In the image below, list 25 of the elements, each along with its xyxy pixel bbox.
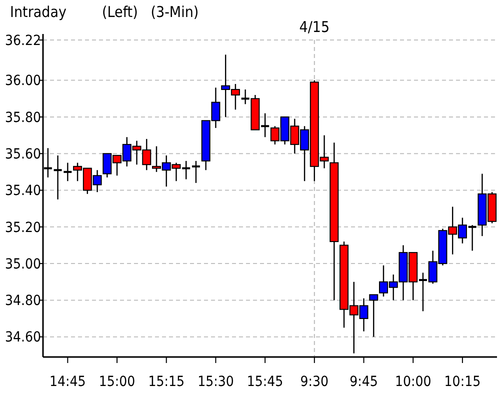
ref-line-label: 4/15: [299, 18, 330, 36]
y-tick-label: 36.00: [4, 73, 41, 90]
y-tick-label: 35.60: [4, 146, 41, 163]
x-tick-label: 15:15: [148, 374, 185, 390]
y-tick-label: 34.60: [4, 330, 41, 346]
x-tick-label: 14:45: [50, 374, 86, 390]
chart-title: Intraday: [10, 3, 66, 21]
x-tick-label: 10:15: [444, 374, 481, 390]
x-tick-label: 10:00: [394, 374, 432, 390]
x-tick-label: 15:45: [246, 374, 284, 390]
y-tick-label: 35.20: [4, 220, 41, 236]
candlestick: [192, 160, 200, 184]
y-tick-label: 36.22: [4, 32, 41, 49]
y-tick-label: 35.80: [4, 110, 41, 126]
candlestick: [54, 154, 62, 200]
y-tick-label: 34.80: [4, 293, 41, 310]
y-tick-label: 35.40: [4, 183, 41, 200]
x-tick-label: 9:45: [350, 374, 378, 390]
y-tick-label: 35.00: [4, 256, 41, 272]
x-tick-label: 9:30: [300, 374, 329, 390]
x-tick-label: 15:30: [198, 374, 234, 390]
x-tick-label: 15:00: [98, 374, 136, 390]
chart-subtitle: (Left) (3-Min): [102, 3, 199, 21]
candlestick: [64, 162, 72, 182]
candlestick: [369, 294, 378, 338]
